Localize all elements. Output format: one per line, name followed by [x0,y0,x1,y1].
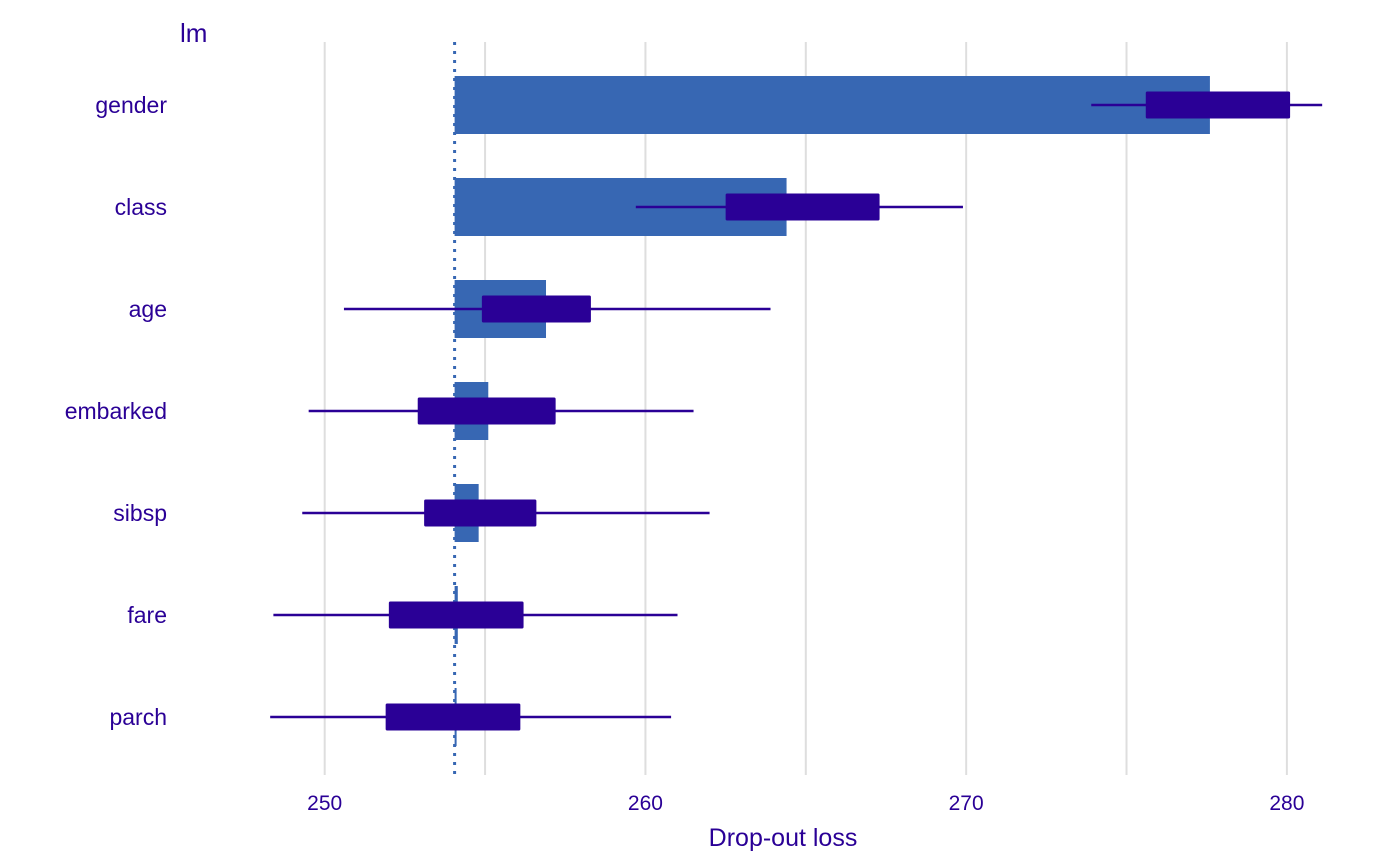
box-parch [385,703,521,731]
box-class [725,193,880,221]
box-age [481,295,591,323]
y-label-parch: parch [109,704,167,730]
grid-lines [323,42,1288,775]
y-label-embarked: embarked [65,398,167,424]
boxplots [270,91,1323,731]
x-tick-label-280: 280 [1269,792,1304,815]
box-sibsp [424,499,537,527]
y-label-fare: fare [127,602,167,628]
x-axis-label: Drop-out loss [709,824,858,852]
box-fare [388,601,524,629]
x-tick-label-250: 250 [307,792,342,815]
x-tick-label-260: 260 [628,792,663,815]
y-axis-labels: gender class age embarked sibsp fare parch [65,92,168,730]
chart-title: lm [180,18,207,48]
y-label-gender: gender [95,92,167,118]
x-tick-label-270: 270 [949,792,984,815]
y-label-age: age [129,296,167,322]
y-label-sibsp: sibsp [113,500,167,526]
bar-gender [454,76,1210,134]
box-embarked [417,397,556,425]
y-label-class: class [115,194,167,220]
x-axis-tick-labels: 250 260 270 280 [307,792,1304,815]
box-gender [1145,91,1291,119]
